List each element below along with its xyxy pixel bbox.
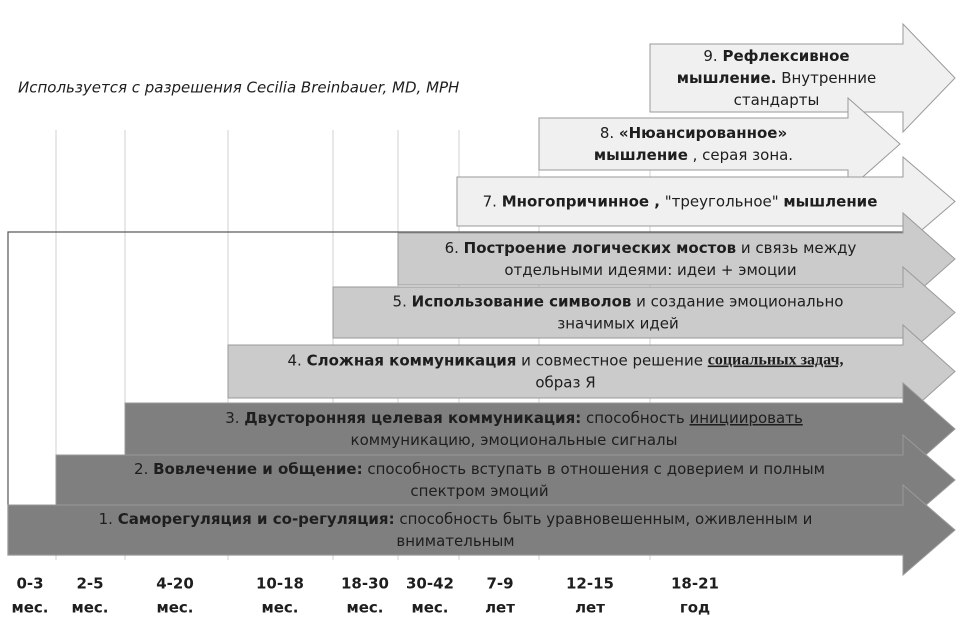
arrow-text: 2. Вовлечение и общение: способность вст… <box>134 460 825 478</box>
text-segment: мышление. <box>677 69 777 87</box>
age-range: 12-15 <box>566 575 614 593</box>
text-segment: коммуникацию, эмоциональные сигналы <box>351 431 678 449</box>
age-unit: мес. <box>156 599 193 617</box>
arrow-text: 5. Использование символов и создание эмо… <box>393 292 844 310</box>
arrow-text: 8. «Нюансированное» <box>600 124 787 142</box>
text-segment: Рефлексивное <box>722 47 849 65</box>
text-segment: 5. <box>393 292 412 310</box>
text-segment: 9. <box>703 47 722 65</box>
age-unit: мес. <box>261 599 298 617</box>
arrow <box>7 483 956 577</box>
arrow-text: отдельными идеями: идеи + эмоции <box>504 261 796 279</box>
text-segment: 2. <box>134 460 153 478</box>
text-segment: Многопричинное , <box>502 192 660 210</box>
age-range: 30-42 <box>406 575 454 593</box>
text-segment: Двусторонняя целевая коммуникация: <box>244 409 581 427</box>
arrow-text: стандарты <box>734 91 820 109</box>
age-unit: мес. <box>71 599 108 617</box>
age-range: 10-18 <box>256 575 304 593</box>
text-segment: Использование символов <box>412 292 632 310</box>
age-range: 0-3 <box>16 575 43 593</box>
text-segment: и связь между <box>736 239 856 257</box>
text-segment: и совместное решение <box>516 351 707 369</box>
arrow <box>332 265 956 360</box>
arrow-text: спектром эмоций <box>410 482 548 500</box>
text-segment: Вовлечение и общение: <box>153 460 362 478</box>
text-segment: 7. <box>483 192 502 210</box>
text-segment: и создание эмоционально <box>631 292 843 310</box>
text-segment: значимых идей <box>557 314 679 332</box>
age-unit: год <box>680 599 710 617</box>
age-unit: мес. <box>11 599 48 617</box>
arrow-text: 3. Двусторонняя целевая коммуникация: сп… <box>225 409 803 427</box>
text-segment: 1. <box>99 510 118 528</box>
text-segment: стандарты <box>734 91 820 109</box>
arrow-text: образ Я <box>535 373 595 391</box>
arrow-text: коммуникацию, эмоциональные сигналы <box>351 431 678 449</box>
text-segment: «Нюансированное» <box>619 124 787 142</box>
text-segment: способность вступать в отношения с довер… <box>363 460 825 478</box>
age-range: 18-30 <box>341 575 389 593</box>
age-unit: лет <box>485 599 515 617</box>
arrow <box>538 96 901 192</box>
text-segment: социальных задач, <box>708 351 844 368</box>
age-range: 2-5 <box>76 575 103 593</box>
arrow-text: значимых идей <box>557 314 679 332</box>
text-segment: , серая зона. <box>688 146 793 164</box>
text-segment: Сложная коммуникация <box>307 351 517 369</box>
text-segment: мышление <box>594 146 688 164</box>
text-segment: Саморегуляция и со-регуляция: <box>118 510 395 528</box>
text-segment: 3. <box>225 409 244 427</box>
age-unit: мес. <box>411 599 448 617</box>
text-segment: способность быть уравновешенным, оживлен… <box>395 510 813 528</box>
text-segment: образ Я <box>535 373 595 391</box>
arrow-text: 6. Построение логических мостов и связь … <box>445 239 857 257</box>
text-segment: инициировать <box>689 409 802 427</box>
text-segment: 6. <box>445 239 464 257</box>
age-range: 4-20 <box>156 575 194 593</box>
arrow-text: 1. Саморегуляция и со-регуляция: способн… <box>99 510 813 528</box>
text-segment: спектром эмоций <box>410 482 548 500</box>
age-range: 18-21 <box>671 575 719 593</box>
arrow-text: внимательным <box>396 532 514 550</box>
arrow <box>227 323 956 420</box>
arrow-text: 4. Сложная коммуникация и совместное реш… <box>288 351 844 369</box>
text-segment: Внутренние <box>776 69 876 87</box>
text-segment: 8. <box>600 124 619 142</box>
age-range: 7-9 <box>486 575 513 593</box>
text-segment: 4. <box>288 351 307 369</box>
credit: Используется с разрешения Cecilia Breinb… <box>18 79 459 97</box>
arrow-text: мышление , серая зона. <box>594 146 793 164</box>
text-segment: отдельными идеями: идеи + эмоции <box>504 261 796 279</box>
text-segment: Построение логических мостов <box>464 239 736 257</box>
arrow <box>649 22 956 134</box>
arrow-text: 7. Многопричинное , "треугольное" мышлен… <box>483 192 878 210</box>
age-unit: мес. <box>346 599 383 617</box>
arrow <box>456 155 956 248</box>
arrow <box>397 211 956 307</box>
arrow-text: 9. Рефлексивное <box>703 47 849 65</box>
arrow-text: мышление. Внутренние <box>677 69 877 87</box>
text-segment: мышление <box>783 192 877 210</box>
text-segment: внимательным <box>396 532 514 550</box>
age-unit: лет <box>575 599 605 617</box>
text-segment: "треугольное" <box>660 192 783 210</box>
text-segment: способность <box>581 409 689 427</box>
